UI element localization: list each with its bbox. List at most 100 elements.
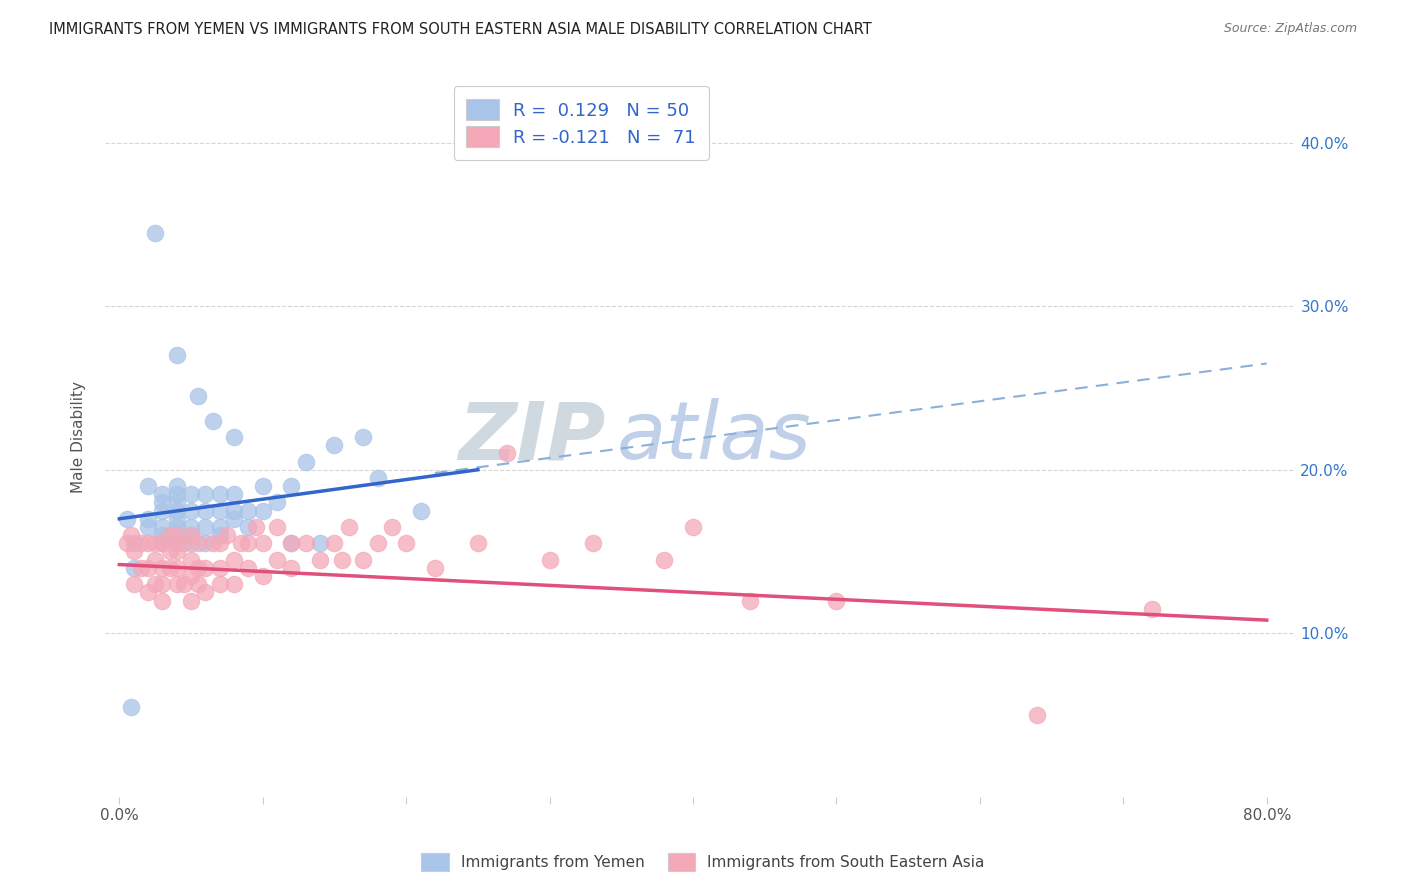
Point — [381, 520, 404, 534]
Point — [337, 520, 360, 534]
Point — [150, 536, 173, 550]
Point — [173, 536, 195, 550]
Legend: Immigrants from Yemen, Immigrants from South Eastern Asia: Immigrants from Yemen, Immigrants from S… — [412, 844, 994, 880]
Point — [143, 226, 166, 240]
Text: Source: ZipAtlas.com: Source: ZipAtlas.com — [1223, 22, 1357, 36]
Point — [150, 593, 173, 607]
Point — [208, 561, 231, 575]
Point — [166, 528, 188, 542]
Point — [122, 536, 145, 550]
Point — [136, 585, 159, 599]
Point — [122, 544, 145, 558]
Point — [201, 414, 224, 428]
Point — [208, 528, 231, 542]
Point — [409, 503, 432, 517]
Text: ZIP: ZIP — [457, 398, 605, 476]
Point — [245, 520, 267, 534]
Point — [159, 528, 181, 542]
Point — [180, 528, 202, 542]
Point — [180, 569, 202, 583]
Point — [166, 520, 188, 534]
Point — [582, 536, 605, 550]
Point — [395, 536, 418, 550]
Point — [238, 536, 260, 550]
Point — [143, 552, 166, 566]
Point — [180, 552, 202, 566]
Point — [129, 536, 152, 550]
Point — [187, 389, 209, 403]
Point — [280, 536, 302, 550]
Point — [166, 503, 188, 517]
Point — [180, 536, 202, 550]
Point — [222, 430, 245, 444]
Point — [309, 552, 332, 566]
Point — [166, 561, 188, 575]
Point — [467, 536, 489, 550]
Point — [136, 512, 159, 526]
Point — [150, 520, 173, 534]
Point — [1140, 601, 1163, 615]
Point — [323, 536, 346, 550]
Point — [166, 348, 188, 362]
Point — [238, 561, 260, 575]
Point — [115, 536, 138, 550]
Point — [159, 561, 181, 575]
Point — [201, 536, 224, 550]
Point — [208, 536, 231, 550]
Point — [136, 561, 159, 575]
Point — [208, 487, 231, 501]
Point — [222, 552, 245, 566]
Point — [166, 536, 188, 550]
Point — [231, 536, 253, 550]
Point — [825, 593, 848, 607]
Point — [150, 577, 173, 591]
Point — [266, 495, 288, 509]
Point — [538, 552, 561, 566]
Point — [266, 552, 288, 566]
Point — [309, 536, 332, 550]
Point — [222, 512, 245, 526]
Point — [252, 503, 274, 517]
Point — [166, 544, 188, 558]
Point — [366, 536, 388, 550]
Point — [187, 561, 209, 575]
Point — [136, 520, 159, 534]
Point — [150, 536, 173, 550]
Point — [150, 561, 173, 575]
Point — [266, 520, 288, 534]
Point — [180, 593, 202, 607]
Point — [682, 520, 704, 534]
Point — [150, 487, 173, 501]
Point — [352, 430, 374, 444]
Text: IMMIGRANTS FROM YEMEN VS IMMIGRANTS FROM SOUTH EASTERN ASIA MALE DISABILITY CORR: IMMIGRANTS FROM YEMEN VS IMMIGRANTS FROM… — [49, 22, 872, 37]
Point — [495, 446, 517, 460]
Point — [740, 593, 762, 607]
Point — [122, 561, 145, 575]
Point — [208, 503, 231, 517]
Point — [238, 520, 260, 534]
Legend: R =  0.129   N = 50, R = -0.121   N =  71: R = 0.129 N = 50, R = -0.121 N = 71 — [454, 87, 709, 160]
Point — [180, 503, 202, 517]
Point — [352, 552, 374, 566]
Point — [252, 479, 274, 493]
Point — [129, 561, 152, 575]
Point — [208, 520, 231, 534]
Point — [150, 503, 173, 517]
Y-axis label: Male Disability: Male Disability — [72, 381, 86, 493]
Point — [150, 528, 173, 542]
Point — [238, 503, 260, 517]
Point — [294, 536, 316, 550]
Point — [143, 577, 166, 591]
Point — [194, 536, 217, 550]
Point — [194, 585, 217, 599]
Point — [208, 577, 231, 591]
Point — [194, 487, 217, 501]
Point — [122, 577, 145, 591]
Point — [1026, 708, 1049, 723]
Point — [166, 512, 188, 526]
Point — [115, 512, 138, 526]
Point — [252, 569, 274, 583]
Point — [215, 528, 238, 542]
Point — [180, 528, 202, 542]
Point — [120, 699, 142, 714]
